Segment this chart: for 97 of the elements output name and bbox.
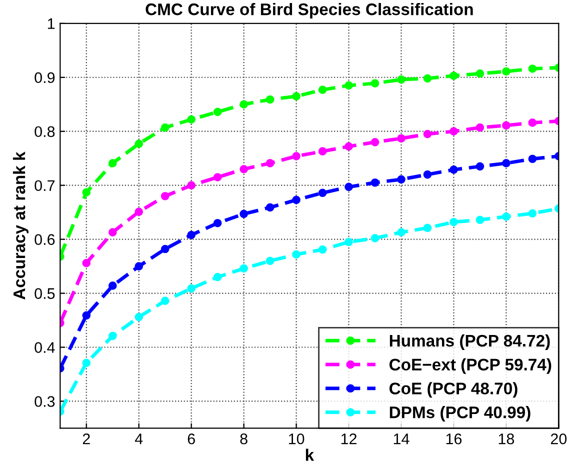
point <box>240 210 248 218</box>
point <box>292 250 300 259</box>
point <box>134 262 144 270</box>
point <box>502 121 510 130</box>
point <box>344 81 353 90</box>
point <box>160 296 170 306</box>
point <box>318 245 327 254</box>
chart-title: CMC Curve of Bird Species Classification <box>146 2 473 19</box>
point <box>370 138 380 146</box>
point <box>213 272 222 282</box>
point <box>240 164 248 174</box>
point <box>528 154 537 164</box>
point <box>423 130 432 138</box>
point <box>134 312 144 322</box>
point <box>240 264 248 273</box>
y-tick-label: 0.8 <box>34 126 55 138</box>
y-axis-title: Accuracy at rank k <box>12 152 29 300</box>
point <box>502 212 510 221</box>
point <box>82 258 91 268</box>
point <box>266 95 274 104</box>
legend-label: Humans (PCP 84.72) <box>390 334 550 350</box>
point <box>423 74 432 83</box>
point <box>476 162 484 171</box>
x-tick-label: 20 <box>550 433 567 444</box>
y-tick-label: 1 <box>48 18 55 29</box>
point <box>370 79 380 88</box>
point <box>528 209 537 218</box>
x-tick-label: 14 <box>394 434 410 444</box>
point <box>397 134 406 143</box>
point <box>266 256 274 266</box>
point <box>344 238 353 246</box>
point <box>397 75 406 84</box>
point <box>292 196 300 204</box>
point <box>160 244 170 254</box>
point <box>476 216 484 224</box>
point <box>187 115 196 124</box>
x-tick-label: 10 <box>288 433 304 444</box>
point <box>344 142 353 151</box>
point <box>528 64 537 73</box>
point <box>318 86 327 94</box>
point <box>318 188 327 198</box>
point <box>108 228 117 236</box>
x-tick-label: 16 <box>446 433 462 444</box>
y-tick-label: 0.9 <box>34 72 55 84</box>
point <box>108 159 117 168</box>
y-tick-label: 0.7 <box>34 180 55 192</box>
point <box>266 203 274 212</box>
point <box>292 152 300 160</box>
point <box>450 72 458 80</box>
point <box>370 178 380 187</box>
point <box>187 230 196 240</box>
point <box>423 224 432 232</box>
point <box>450 218 458 226</box>
point <box>423 170 432 179</box>
point <box>82 188 91 197</box>
point <box>213 218 222 228</box>
point <box>160 123 170 132</box>
point <box>187 181 196 190</box>
x-tick-label: 8 <box>240 433 248 444</box>
point <box>318 147 327 156</box>
point <box>502 67 510 76</box>
legend-label: CoE (PCP 48.70) <box>390 382 518 398</box>
point <box>82 311 91 320</box>
y-tick-label: 0.4 <box>34 342 55 353</box>
point <box>450 127 458 136</box>
point <box>476 69 484 78</box>
legend-label: CoE−ext (PCP 59.74) <box>390 358 552 374</box>
point <box>134 208 144 216</box>
y-tick-label: 0.5 <box>34 288 55 299</box>
point <box>240 100 248 109</box>
point <box>266 159 274 168</box>
point <box>397 175 406 184</box>
point <box>476 123 484 132</box>
point <box>108 332 117 340</box>
x-tick-label: 6 <box>188 433 195 444</box>
legend-label: DPMs (PCP 40.99) <box>390 406 530 422</box>
point <box>134 140 144 148</box>
point <box>292 92 300 100</box>
point <box>450 166 458 174</box>
point <box>213 108 222 116</box>
point <box>370 234 380 242</box>
point <box>187 284 196 293</box>
point <box>502 159 510 168</box>
point <box>108 282 117 290</box>
x-axis-title: k <box>306 448 314 461</box>
x-tick-label: 2 <box>82 433 90 444</box>
point <box>213 173 222 182</box>
point <box>344 182 353 192</box>
x-tick-label: 12 <box>341 433 357 444</box>
point <box>528 118 537 127</box>
point <box>82 358 91 368</box>
y-tick-label: 0.3 <box>34 396 55 407</box>
x-tick-label: 18 <box>498 433 514 444</box>
x-tick-label: 4 <box>134 434 143 444</box>
point <box>160 192 170 200</box>
point <box>397 228 406 236</box>
y-tick-label: 0.6 <box>34 234 55 245</box>
